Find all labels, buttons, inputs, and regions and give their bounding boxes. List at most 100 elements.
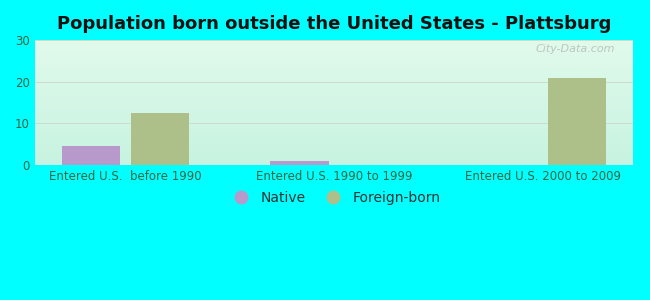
Bar — [34, 112, 633, 113]
Bar — [34, 161, 633, 162]
Bar — [34, 102, 633, 103]
Bar — [34, 114, 633, 115]
Bar — [34, 88, 633, 89]
Bar — [34, 65, 633, 66]
Bar — [34, 136, 633, 137]
Bar — [34, 48, 633, 49]
Bar — [34, 125, 633, 126]
Bar — [34, 97, 633, 98]
Bar — [548, 78, 606, 165]
Bar — [34, 152, 633, 153]
Bar — [270, 161, 329, 165]
Bar — [34, 136, 633, 137]
Bar — [34, 71, 633, 72]
Bar — [34, 57, 633, 58]
Bar — [34, 42, 633, 43]
Bar — [34, 61, 633, 62]
Bar — [34, 91, 633, 92]
Bar — [34, 86, 633, 87]
Bar — [34, 147, 633, 148]
Bar — [34, 75, 633, 76]
Bar — [34, 142, 633, 143]
Bar — [34, 101, 633, 102]
Bar — [34, 156, 633, 157]
Bar — [34, 149, 633, 150]
Legend: Native, Foreign-born: Native, Foreign-born — [222, 185, 447, 210]
Bar — [34, 148, 633, 149]
Bar — [34, 164, 633, 165]
Bar — [34, 110, 633, 111]
Bar — [34, 63, 633, 64]
Bar — [34, 151, 633, 152]
Bar — [34, 116, 633, 117]
Bar — [34, 154, 633, 155]
Bar — [34, 126, 633, 127]
Bar — [34, 155, 633, 156]
Bar — [34, 41, 633, 42]
Bar — [34, 70, 633, 71]
Bar — [34, 105, 633, 106]
Bar — [34, 93, 633, 94]
Bar — [34, 163, 633, 164]
Bar — [34, 53, 633, 54]
Bar — [34, 124, 633, 125]
Bar — [34, 98, 633, 99]
Bar — [34, 144, 633, 145]
Bar — [34, 73, 633, 74]
Bar — [34, 122, 633, 123]
Bar — [34, 85, 633, 86]
Bar — [34, 49, 633, 50]
Bar — [34, 74, 633, 75]
Bar — [34, 146, 633, 147]
Bar — [34, 107, 633, 108]
Bar — [34, 145, 633, 146]
Bar — [34, 108, 633, 109]
Bar — [34, 45, 633, 46]
Bar — [34, 44, 633, 45]
Bar — [34, 123, 633, 124]
Bar — [34, 111, 633, 112]
Bar — [34, 51, 633, 52]
Bar — [34, 76, 633, 77]
Bar — [34, 82, 633, 83]
Bar — [34, 96, 633, 97]
Bar — [34, 129, 633, 130]
Bar — [34, 120, 633, 121]
Bar — [34, 68, 633, 69]
Bar — [34, 92, 633, 93]
Text: City-Data.com: City-Data.com — [536, 44, 616, 54]
Bar — [34, 133, 633, 134]
Bar — [34, 55, 633, 56]
Bar — [34, 40, 633, 41]
Bar — [34, 78, 633, 79]
Bar — [34, 159, 633, 160]
Bar — [34, 131, 633, 132]
Bar — [34, 90, 633, 91]
Bar — [34, 128, 633, 129]
Bar — [34, 72, 633, 73]
Bar — [34, 43, 633, 44]
Bar — [34, 158, 633, 159]
Bar — [34, 134, 633, 135]
Bar — [34, 94, 633, 95]
Bar — [34, 135, 633, 136]
Bar — [34, 132, 633, 133]
Bar — [62, 146, 120, 165]
Bar — [34, 130, 633, 131]
Bar — [34, 106, 633, 107]
Bar — [34, 47, 633, 48]
Bar — [34, 89, 633, 90]
Bar — [34, 50, 633, 51]
Bar — [34, 121, 633, 122]
Bar — [34, 79, 633, 80]
Bar — [34, 87, 633, 88]
Bar — [34, 137, 633, 138]
Bar — [34, 143, 633, 144]
Bar — [34, 157, 633, 158]
Bar — [34, 81, 633, 82]
Bar — [34, 66, 633, 67]
Bar — [34, 58, 633, 59]
Bar — [34, 113, 633, 114]
Bar — [34, 104, 633, 105]
Bar — [34, 59, 633, 60]
